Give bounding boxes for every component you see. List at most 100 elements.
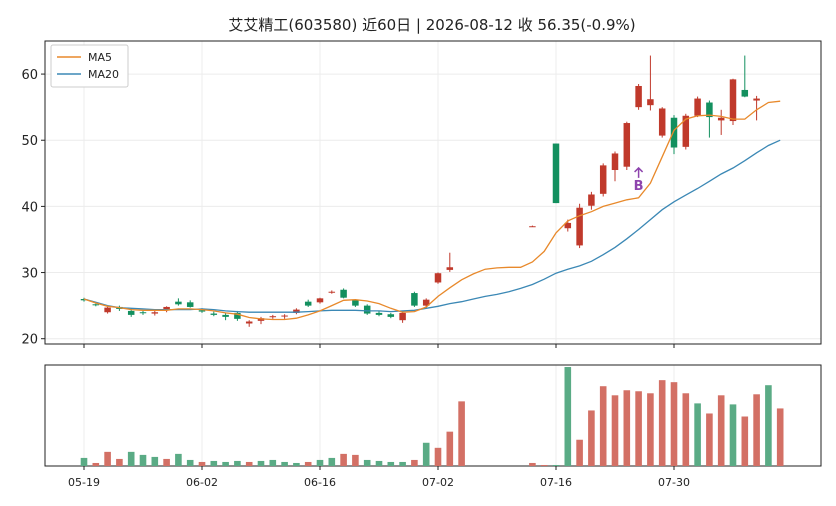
- candle-body-14: [245, 321, 253, 324]
- volume-bar-32: [458, 401, 465, 466]
- volume-bar-50: [670, 382, 678, 466]
- candle-24: [363, 304, 371, 315]
- candle-25: [375, 310, 383, 317]
- volume-bar-6: [151, 456, 159, 466]
- candle-body-13: [234, 312, 241, 319]
- volume-bar-27: [399, 461, 406, 466]
- volume-bar-56: [741, 416, 749, 466]
- y-tick-label-4: 60: [21, 68, 38, 83]
- candle-body-19: [304, 301, 312, 306]
- volume-bar-45: [611, 395, 619, 466]
- candle-body-10: [198, 310, 206, 312]
- candle-20: [316, 297, 324, 304]
- candle-40: [552, 143, 560, 204]
- candle-48: [647, 55, 654, 111]
- volume-bar-38: [529, 462, 536, 466]
- volume-bar-23: [352, 454, 359, 466]
- legend-label-0: MA5: [88, 51, 112, 64]
- candle-43: [588, 191, 595, 210]
- candle-body-12: [222, 314, 229, 317]
- volume-bar-41: [564, 367, 572, 466]
- candle-body-25: [375, 312, 383, 315]
- candle-56: [741, 55, 749, 98]
- candle-body-38: [529, 226, 536, 228]
- volume-bar-20: [316, 459, 324, 466]
- candle-body-56: [741, 89, 749, 97]
- candle-body-9: [186, 302, 194, 307]
- candle-53: [706, 100, 713, 138]
- volume-frame: [44, 364, 822, 467]
- candle-body-54: [717, 117, 725, 121]
- candle-9: [186, 300, 194, 308]
- volume-bar-15: [257, 460, 265, 466]
- candle-52: [694, 96, 701, 118]
- candle-body-23: [352, 300, 359, 306]
- candle-body-29: [422, 299, 430, 306]
- candle-body-26: [387, 314, 395, 317]
- buy-marker-label: B: [634, 179, 644, 194]
- candle-5: [139, 310, 147, 315]
- ma20-line: [83, 139, 781, 313]
- candle-body-47: [635, 85, 642, 108]
- candle-body-1: [92, 304, 100, 306]
- candle-19: [304, 299, 312, 307]
- volume-bar-25: [375, 460, 383, 466]
- volume-bar-12: [222, 461, 229, 466]
- candle-body-28: [411, 293, 418, 306]
- volume-bar-5: [139, 454, 147, 466]
- candle-body-40: [552, 143, 560, 204]
- candle-body-7: [163, 306, 170, 311]
- buy-marker-arrow: [634, 166, 644, 178]
- volume-bar-58: [765, 385, 772, 466]
- candle-26: [387, 312, 395, 319]
- y-tick-label-1: 30: [21, 267, 38, 282]
- candle-50: [670, 115, 678, 155]
- candle-21: [328, 290, 336, 294]
- candle-12: [222, 312, 229, 321]
- y-tick-label-0: 20: [21, 333, 38, 348]
- candle-30: [434, 272, 442, 284]
- candle-body-53: [706, 102, 713, 118]
- candle-2: [104, 306, 111, 314]
- candle-body-8: [175, 301, 182, 305]
- candle-body-51: [682, 115, 690, 147]
- candle-body-52: [694, 98, 701, 116]
- candle-body-21: [328, 291, 336, 293]
- candle-28: [411, 291, 418, 307]
- volume-bar-59: [776, 408, 784, 466]
- x-tick-label-5: 07-30: [658, 476, 690, 489]
- volume-bar-19: [304, 461, 312, 466]
- candle-46: [623, 121, 631, 171]
- volume-bar-9: [186, 459, 194, 466]
- x-tick-label-2: 06-16: [304, 476, 336, 489]
- candle-4: [127, 308, 135, 317]
- volume-bar-52: [694, 403, 701, 466]
- candle-14: [245, 320, 253, 327]
- candle-body-5: [139, 312, 147, 314]
- candle-body-57: [753, 98, 760, 101]
- volume-bar-22: [340, 453, 347, 466]
- candle-body-41: [564, 222, 572, 229]
- volume-bar-42: [576, 439, 583, 466]
- volume-bar-57: [753, 394, 760, 466]
- candle-22: [340, 288, 347, 299]
- y-tick-label-2: 40: [21, 200, 38, 215]
- volume-bar-40: [552, 464, 560, 466]
- volume-bar-48: [647, 393, 654, 466]
- x-tick-label-0: 05-19: [68, 476, 100, 489]
- candle-42: [576, 203, 583, 249]
- candle-body-48: [647, 99, 654, 106]
- volume-bar-55: [729, 404, 737, 466]
- candle-body-45: [611, 153, 619, 171]
- candle-8: [175, 298, 182, 306]
- volume-bar-14: [245, 461, 253, 466]
- chart-title: 艾艾精工(603580) 近60日 | 2026-08-12 收 56.35(-…: [228, 16, 635, 34]
- x-tick-label-4: 07-16: [540, 476, 572, 489]
- volume-bar-46: [623, 390, 631, 466]
- candle-55: [729, 78, 737, 126]
- candle-body-49: [658, 108, 666, 136]
- volume-bar-31: [446, 431, 454, 466]
- volume-bar-13: [234, 460, 241, 466]
- candle-body-27: [399, 312, 406, 321]
